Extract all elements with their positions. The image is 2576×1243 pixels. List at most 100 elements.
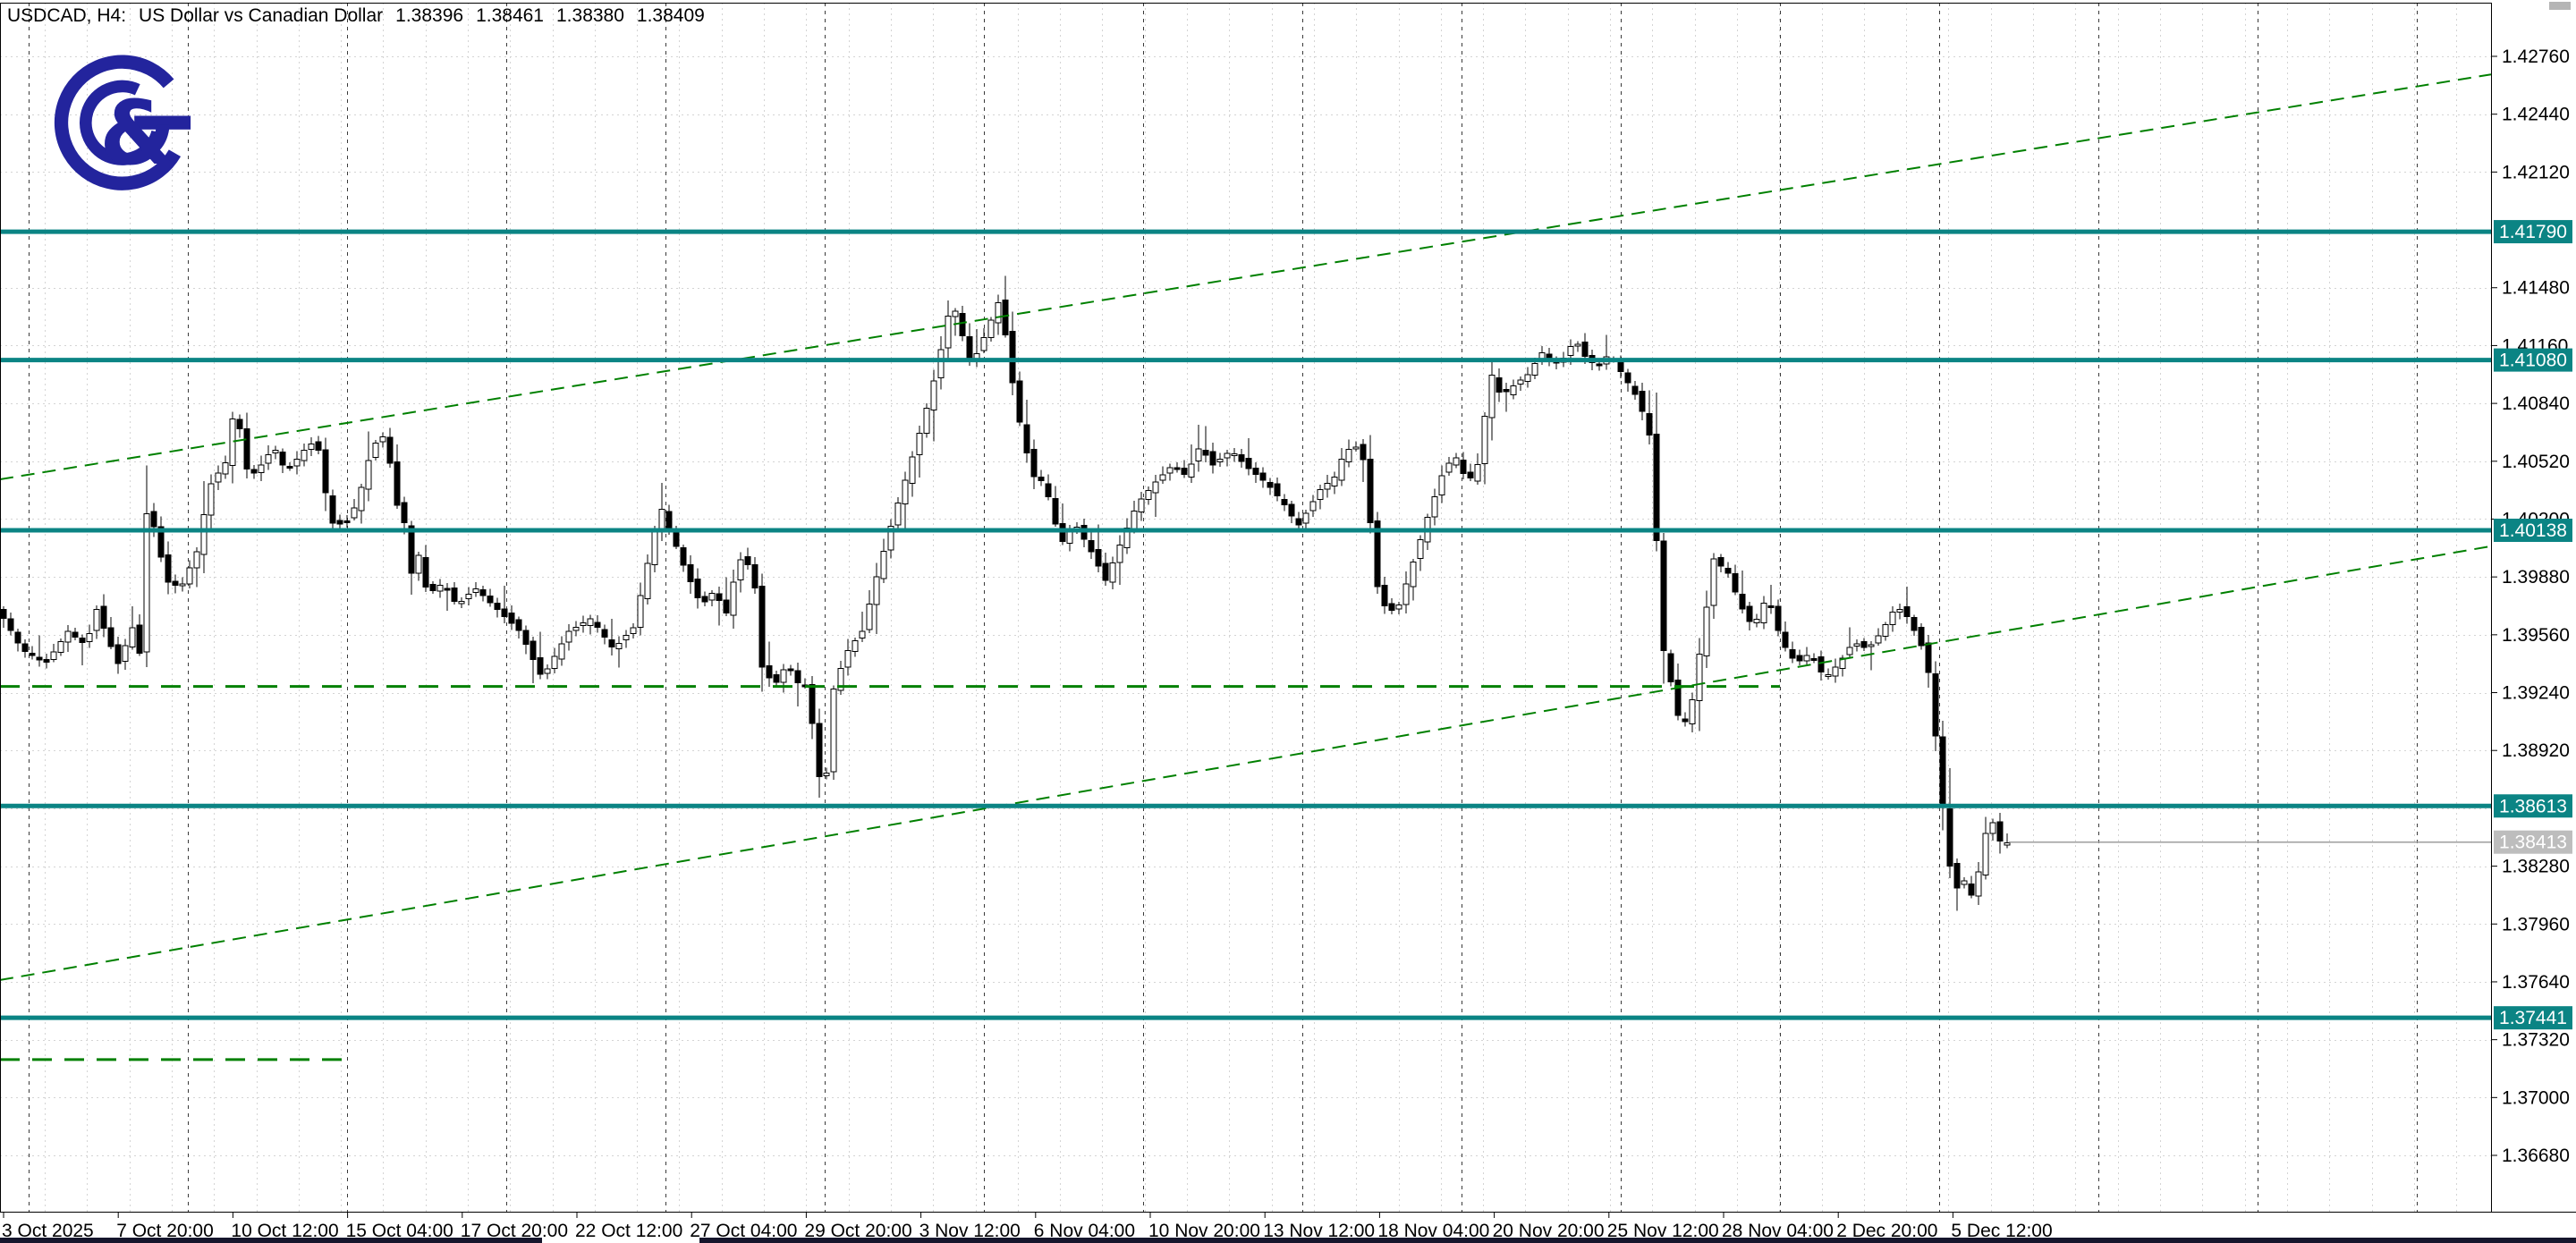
candle-bullish — [365, 460, 372, 490]
candle-bullish — [372, 443, 379, 458]
candle-bearish — [1782, 631, 1789, 648]
candle-bullish — [1166, 467, 1174, 474]
price-tick-label: 1.40520 — [2502, 452, 2570, 472]
candle-bullish — [179, 583, 186, 587]
candle-bullish — [1309, 501, 1317, 512]
time-tick-label: 18 Nov 04:00 — [1377, 1221, 1489, 1241]
price-tick-label: 1.37320 — [2502, 1030, 2570, 1051]
candle-bearish — [43, 659, 50, 664]
level-price-label-box — [2494, 519, 2572, 543]
candle-bearish — [7, 618, 14, 631]
candle-bullish — [1753, 619, 1760, 624]
candle-bearish — [1617, 361, 1624, 372]
candle-bearish — [665, 511, 673, 528]
candle-bearish — [773, 673, 780, 683]
candle-bearish — [966, 336, 973, 360]
candle-bearish — [21, 643, 29, 652]
candle-bearish — [1295, 518, 1302, 526]
candle-bullish — [222, 461, 229, 475]
candle-bullish — [1331, 477, 1338, 487]
candle-bearish — [1503, 388, 1510, 393]
candle-bullish — [93, 609, 100, 631]
candle-bullish — [873, 576, 880, 605]
candle-bullish — [708, 593, 716, 601]
candle-bearish — [172, 580, 179, 587]
candle-bullish — [1123, 527, 1131, 548]
candle-bearish — [444, 588, 451, 591]
candle-bullish — [987, 319, 995, 338]
candle-bullish — [1846, 647, 1853, 655]
candle-bearish — [1660, 540, 1667, 651]
time-axis-layer: 3 Oct 2025 7 Oct 20:00 10 Oct 12:00 15 Oct … — [2, 1212, 2053, 1241]
candle-bullish — [565, 630, 572, 643]
candle-bearish — [157, 526, 165, 558]
candle-bullish — [1402, 583, 1410, 605]
candle-bearish — [386, 436, 394, 464]
candle-bullish — [265, 453, 272, 464]
candle-bullish — [1159, 474, 1166, 481]
candle-bearish — [1052, 497, 1059, 525]
candle-bullish — [1116, 545, 1123, 563]
candle-bearish — [315, 441, 322, 452]
candle-bearish — [243, 428, 250, 470]
candle-bearish — [1095, 548, 1102, 567]
candle-bullish — [1417, 538, 1424, 560]
trendline-diagonal[interactable] — [0, 545, 2492, 981]
candle-bullish — [1138, 498, 1145, 512]
candle-bullish — [930, 380, 937, 410]
candle-bearish — [1030, 448, 1038, 478]
candle-bearish — [744, 556, 751, 565]
candle-bearish — [758, 585, 766, 668]
candle-bullish — [379, 436, 386, 443]
level-price-label: 1.40138 — [2499, 520, 2567, 541]
candle-bullish — [945, 315, 952, 349]
candle-bearish — [1259, 472, 1267, 481]
price-tick-label: 1.39240 — [2502, 683, 2570, 704]
candle-bullish — [301, 450, 308, 461]
candle-bullish — [1345, 449, 1352, 463]
time-tick-label: 13 Nov 12:00 — [1263, 1221, 1375, 1241]
candle-bearish — [1946, 808, 1953, 867]
candle-bearish — [694, 579, 701, 599]
candle-bullish — [837, 667, 844, 691]
candle-bullish — [923, 407, 930, 435]
candle-bullish — [2004, 842, 2011, 846]
candle-bullish — [293, 458, 301, 467]
candle-bullish — [615, 642, 623, 649]
time-tick-label: 3 Oct 2025 — [2, 1221, 94, 1241]
candle-bullish — [458, 600, 465, 605]
candle-bearish — [236, 419, 243, 429]
time-tick-label: 29 Oct 20:00 — [804, 1221, 911, 1241]
candle-bearish — [1789, 648, 1796, 659]
candle-bullish — [1574, 343, 1581, 347]
trendline-diagonal[interactable] — [0, 73, 2492, 480]
candle-bullish — [1481, 415, 1488, 465]
candle-bullish — [1567, 345, 1574, 357]
candle-bearish — [1939, 736, 1946, 807]
candle-bearish — [1174, 467, 1181, 470]
candle-bearish — [1496, 377, 1503, 393]
candle-bullish — [866, 603, 873, 630]
candle-bearish — [1732, 573, 1739, 593]
candle-bearish — [250, 469, 258, 474]
candle-bullish — [1195, 448, 1202, 461]
candle-bullish — [544, 668, 551, 674]
candle-bearish — [1467, 471, 1474, 478]
candle-bearish — [680, 547, 687, 566]
candle-bullish — [1224, 452, 1231, 459]
price-tick-label: 1.38280 — [2502, 857, 2570, 877]
candle-bullish — [1803, 655, 1810, 662]
candle-bullish — [358, 486, 365, 512]
candle-bearish — [1624, 372, 1631, 384]
candle-bearish — [1367, 459, 1374, 524]
candle-bullish — [1524, 374, 1531, 383]
candle-bearish — [100, 605, 107, 629]
candle-bullish — [909, 456, 916, 484]
time-tick-label: 25 Nov 12:00 — [1607, 1221, 1719, 1241]
time-tick-label: 10 Nov 20:00 — [1148, 1221, 1260, 1241]
candle-bullish — [830, 688, 837, 773]
candle-bullish — [1338, 459, 1345, 481]
candle-bullish — [1982, 833, 1989, 876]
price-tick-label: 1.37000 — [2502, 1087, 2570, 1108]
